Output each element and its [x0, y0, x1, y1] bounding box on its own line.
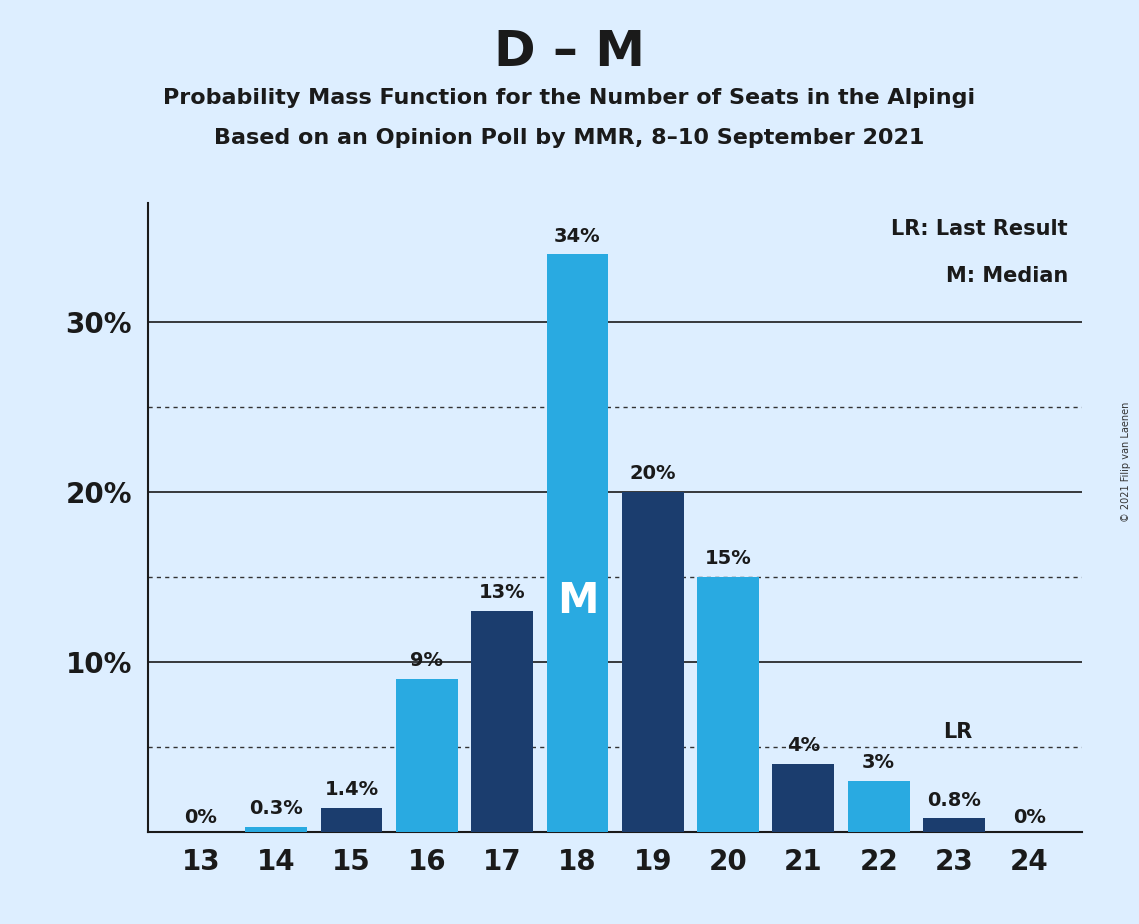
Text: M: Median: M: Median: [945, 266, 1068, 286]
Text: 4%: 4%: [787, 736, 820, 755]
Text: 1.4%: 1.4%: [325, 781, 378, 799]
Bar: [923, 818, 985, 832]
Bar: [472, 611, 533, 832]
Text: 15%: 15%: [705, 550, 752, 568]
Text: 20%: 20%: [630, 465, 675, 483]
Text: D – M: D – M: [494, 28, 645, 76]
Text: LR: LR: [943, 722, 973, 742]
Text: LR: Last Result: LR: Last Result: [892, 219, 1068, 239]
Text: M: M: [557, 579, 598, 622]
Text: 13%: 13%: [478, 583, 525, 602]
Text: 0.8%: 0.8%: [927, 791, 981, 809]
Text: Probability Mass Function for the Number of Seats in the Alpingi: Probability Mass Function for the Number…: [163, 88, 976, 108]
Text: 0%: 0%: [1013, 808, 1046, 826]
Bar: [772, 763, 834, 832]
Text: Based on an Opinion Poll by MMR, 8–10 September 2021: Based on an Opinion Poll by MMR, 8–10 Se…: [214, 128, 925, 148]
Text: 0.3%: 0.3%: [249, 799, 303, 818]
Bar: [622, 492, 683, 832]
Bar: [547, 254, 608, 832]
Bar: [245, 826, 308, 832]
Text: © 2021 Filip van Laenen: © 2021 Filip van Laenen: [1121, 402, 1131, 522]
Bar: [697, 577, 759, 832]
Bar: [320, 808, 383, 832]
Text: 9%: 9%: [410, 651, 443, 670]
Text: 34%: 34%: [554, 226, 600, 246]
Bar: [396, 679, 458, 832]
Text: 3%: 3%: [862, 753, 895, 772]
Text: 0%: 0%: [185, 808, 218, 826]
Bar: [847, 781, 910, 832]
